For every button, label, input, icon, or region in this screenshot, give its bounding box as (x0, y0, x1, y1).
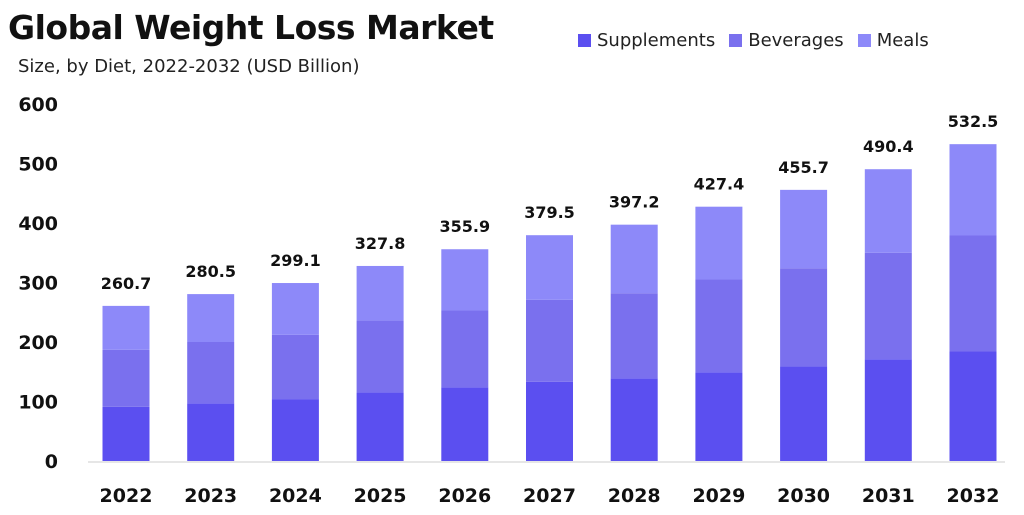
data-label-2032: 532.5 (948, 112, 999, 131)
bar-segment-meals-2026 (441, 249, 489, 311)
legend-swatch (857, 34, 871, 47)
legend-item-supplements: Supplements (578, 30, 715, 51)
x-tick-label: 2024 (269, 485, 322, 507)
legend-label: Beverages (748, 30, 844, 51)
data-label-2029: 427.4 (694, 175, 745, 194)
bar-segment-beverages-2025 (356, 320, 404, 393)
x-tick-label: 2027 (523, 485, 576, 507)
y-tick-label: 200 (18, 332, 58, 354)
bar-segment-meals-2027 (526, 235, 573, 300)
bar-segment-beverages-2028 (610, 293, 658, 379)
data-label-2027: 379.5 (524, 203, 575, 222)
bar-segment-beverages-2026 (441, 310, 489, 388)
bar-segment-supplements-2030 (780, 366, 828, 461)
legend-item-beverages: Beverages (729, 30, 844, 51)
bar-segment-beverages-2031 (864, 252, 912, 360)
bar-segment-supplements-2024 (271, 399, 319, 461)
bar-segment-beverages-2022 (102, 349, 150, 407)
x-tick-label: 2030 (777, 485, 830, 507)
bar-segment-supplements-2031 (864, 359, 912, 461)
y-tick-label: 0 (45, 451, 58, 473)
bar-segment-supplements-2029 (695, 372, 743, 461)
legend-label: Meals (876, 30, 929, 51)
data-label-2031: 490.4 (863, 137, 914, 156)
y-tick-label: 600 (18, 94, 58, 116)
y-tick-label: 400 (18, 213, 58, 235)
bar-segment-beverages-2032 (949, 235, 997, 352)
x-tick-label: 2025 (354, 485, 407, 507)
x-tick-label: 2022 (100, 485, 153, 507)
bar-segment-supplements-2032 (949, 351, 997, 461)
data-label-2026: 355.9 (439, 217, 490, 236)
bar-segment-meals-2023 (187, 294, 235, 342)
bar-segment-meals-2028 (610, 224, 658, 294)
bar-segment-supplements-2022 (102, 406, 150, 461)
bar-segment-beverages-2023 (187, 342, 235, 404)
bar-segment-supplements-2028 (610, 378, 658, 461)
legend: Supplements Beverages Meals (578, 30, 929, 51)
bar-segment-supplements-2026 (441, 387, 489, 461)
bar-segment-meals-2022 (102, 305, 150, 350)
data-label-2022: 260.7 (101, 274, 152, 293)
x-tick-label: 2028 (608, 485, 661, 507)
legend-swatch (578, 34, 591, 47)
x-tick-label: 2026 (438, 485, 491, 507)
legend-item-meals: Meals (857, 30, 929, 51)
data-label-2030: 455.7 (778, 158, 829, 177)
data-label-2023: 280.5 (185, 262, 236, 281)
bar-segment-meals-2029 (695, 206, 743, 280)
chart-subtitle: Size, by Diet, 2022-2032 (USD Billion) (18, 56, 360, 77)
y-tick-label: 100 (18, 392, 58, 414)
x-tick-label: 2032 (947, 485, 1000, 507)
bar-segment-beverages-2027 (526, 299, 573, 382)
bar-segment-beverages-2030 (780, 268, 828, 367)
bar-segment-supplements-2027 (526, 381, 573, 461)
y-tick-label: 300 (18, 273, 58, 295)
bar-segment-meals-2025 (356, 265, 404, 321)
bar-segment-supplements-2023 (187, 403, 235, 461)
x-tick-label: 2031 (862, 485, 915, 507)
legend-label: Supplements (597, 30, 716, 51)
bar-segment-beverages-2024 (271, 334, 319, 400)
bar-segment-supplements-2025 (356, 392, 404, 461)
data-label-2025: 327.8 (355, 234, 406, 253)
legend-swatch (729, 34, 743, 47)
bar-segment-meals-2024 (271, 283, 319, 335)
data-label-2028: 397.2 (609, 193, 660, 212)
bar-segment-meals-2032 (949, 144, 997, 236)
y-tick-label: 500 (18, 154, 58, 176)
data-label-2024: 299.1 (270, 251, 321, 270)
x-tick-label: 2023 (184, 485, 237, 507)
chart-title: Global Weight Loss Market (8, 8, 494, 47)
bar-segment-beverages-2029 (695, 279, 743, 373)
bar-segment-meals-2031 (864, 169, 912, 253)
x-tick-label: 2029 (692, 485, 745, 507)
bar-segment-meals-2030 (780, 189, 828, 269)
